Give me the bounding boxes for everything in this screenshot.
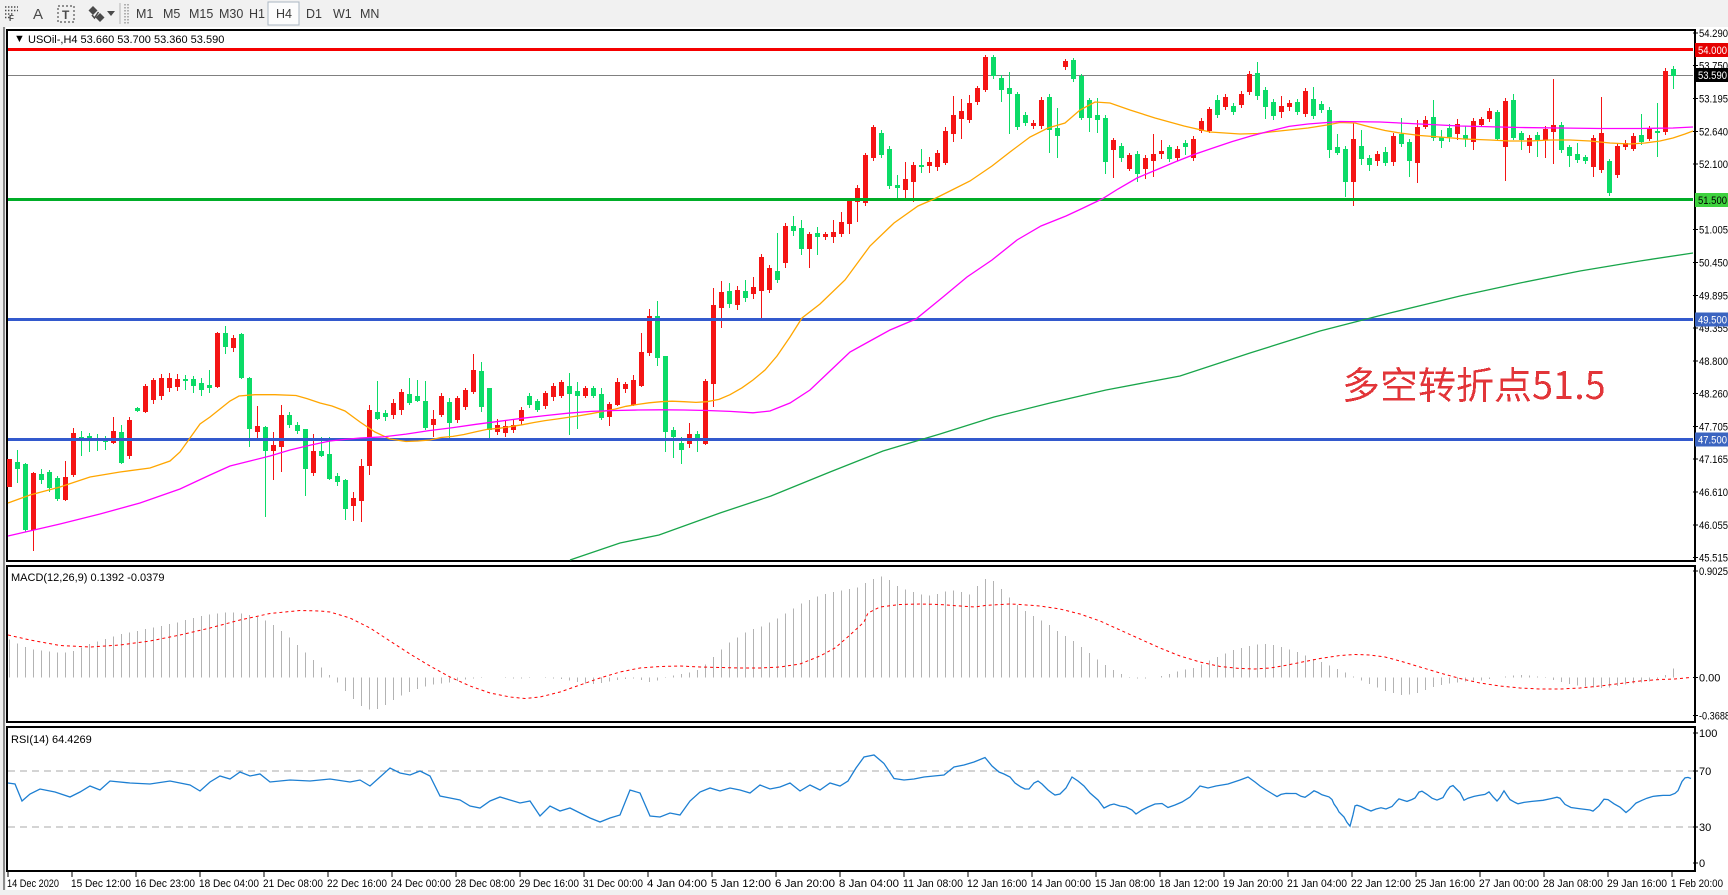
svg-text:25 Jan 16:00: 25 Jan 16:00 [1415, 878, 1475, 890]
svg-text:70: 70 [1699, 766, 1711, 778]
svg-text:24 Dec 00:00: 24 Dec 00:00 [391, 878, 451, 890]
svg-text:50.450: 50.450 [1699, 258, 1728, 270]
svg-text:M5: M5 [163, 7, 180, 21]
svg-text:0.00: 0.00 [1699, 673, 1720, 685]
svg-text:100: 100 [1699, 728, 1717, 740]
svg-text:14 Jan 00:00: 14 Jan 00:00 [1031, 878, 1091, 890]
svg-text:19 Jan 20:00: 19 Jan 20:00 [1223, 878, 1283, 890]
svg-text:52.640: 52.640 [1699, 127, 1728, 139]
svg-text:F: F [9, 14, 14, 23]
svg-text:6 Jan 20:00: 6 Jan 20:00 [775, 878, 835, 890]
svg-text:A: A [33, 6, 43, 23]
svg-text:47.165: 47.165 [1699, 454, 1728, 466]
svg-text:RSI(14) 64.4269: RSI(14) 64.4269 [11, 734, 92, 746]
svg-text:15 Jan 08:00: 15 Jan 08:00 [1095, 878, 1155, 890]
svg-text:46.055: 46.055 [1699, 520, 1728, 532]
svg-text:18 Dec 04:00: 18 Dec 04:00 [199, 878, 259, 890]
svg-text:28 Dec 08:00: 28 Dec 08:00 [455, 878, 515, 890]
svg-text:54.000: 54.000 [1698, 45, 1727, 57]
svg-text:D1: D1 [306, 7, 322, 21]
svg-text:47.705: 47.705 [1699, 422, 1728, 434]
svg-text:M15: M15 [189, 7, 213, 21]
svg-text:12 Jan 16:00: 12 Jan 16:00 [967, 878, 1027, 890]
svg-text:48.800: 48.800 [1699, 356, 1728, 368]
svg-text:-0.3688: -0.3688 [1699, 711, 1728, 723]
svg-text:15 Dec 12:00: 15 Dec 12:00 [71, 878, 131, 890]
svg-text:8 Jan 04:00: 8 Jan 04:00 [839, 878, 899, 890]
svg-text:21 Dec 08:00: 21 Dec 08:00 [263, 878, 323, 890]
svg-text:47.500: 47.500 [1698, 435, 1727, 447]
svg-text:USOil-,H4 53.660 53.700 53.36: USOil-,H4 53.660 53.700 53.360 53.590 [28, 34, 224, 46]
svg-text:31 Dec 00:00: 31 Dec 00:00 [583, 878, 643, 890]
svg-text:14 Dec 2020: 14 Dec 2020 [7, 878, 59, 890]
svg-text:27 Jan 00:00: 27 Jan 00:00 [1479, 878, 1539, 890]
svg-text:45.515: 45.515 [1699, 553, 1728, 565]
svg-text:29 Dec 16:00: 29 Dec 16:00 [519, 878, 579, 890]
svg-text:4 Jan 04:00: 4 Jan 04:00 [647, 878, 707, 890]
svg-text:18 Jan 12:00: 18 Jan 12:00 [1159, 878, 1219, 890]
svg-text:48.260: 48.260 [1699, 388, 1728, 400]
svg-text:28 Jan 08:00: 28 Jan 08:00 [1543, 878, 1603, 890]
svg-text:29 Jan 16:00: 29 Jan 16:00 [1607, 878, 1667, 890]
svg-text:W1: W1 [333, 7, 352, 21]
svg-text:5 Jan 12:00: 5 Jan 12:00 [711, 878, 771, 890]
svg-text:M1: M1 [136, 7, 153, 21]
svg-text:54.290: 54.290 [1699, 28, 1728, 40]
svg-text:51.005: 51.005 [1699, 224, 1728, 236]
svg-text:53.590: 53.590 [1698, 70, 1727, 82]
svg-text:22 Dec 16:00: 22 Dec 16:00 [327, 878, 387, 890]
svg-text:1 Feb 20:00: 1 Feb 20:00 [1671, 878, 1723, 890]
svg-text:MACD(12,26,9) 0.1392 -0.0379: MACD(12,26,9) 0.1392 -0.0379 [11, 572, 164, 584]
svg-text:49.500: 49.500 [1698, 315, 1727, 327]
svg-text:H1: H1 [249, 7, 265, 21]
svg-text:0: 0 [1699, 858, 1705, 870]
svg-text:0.9025: 0.9025 [1699, 566, 1728, 578]
svg-text:30: 30 [1699, 822, 1711, 834]
svg-text:22 Jan 12:00: 22 Jan 12:00 [1351, 878, 1411, 890]
svg-text:53.195: 53.195 [1699, 93, 1728, 105]
svg-text:H4: H4 [276, 7, 292, 21]
svg-text:21 Jan 04:00: 21 Jan 04:00 [1287, 878, 1347, 890]
svg-text:MN: MN [360, 7, 379, 21]
svg-text:51.500: 51.500 [1698, 195, 1727, 207]
svg-text:T: T [62, 8, 70, 22]
svg-text:▼: ▼ [14, 33, 25, 45]
svg-text:16 Dec 23:00: 16 Dec 23:00 [135, 878, 195, 890]
svg-text:52.100: 52.100 [1699, 159, 1728, 171]
svg-text:49.895: 49.895 [1699, 291, 1728, 303]
svg-text:11 Jan 08:00: 11 Jan 08:00 [903, 878, 963, 890]
svg-text:46.610: 46.610 [1699, 487, 1728, 499]
svg-text:M30: M30 [219, 7, 243, 21]
